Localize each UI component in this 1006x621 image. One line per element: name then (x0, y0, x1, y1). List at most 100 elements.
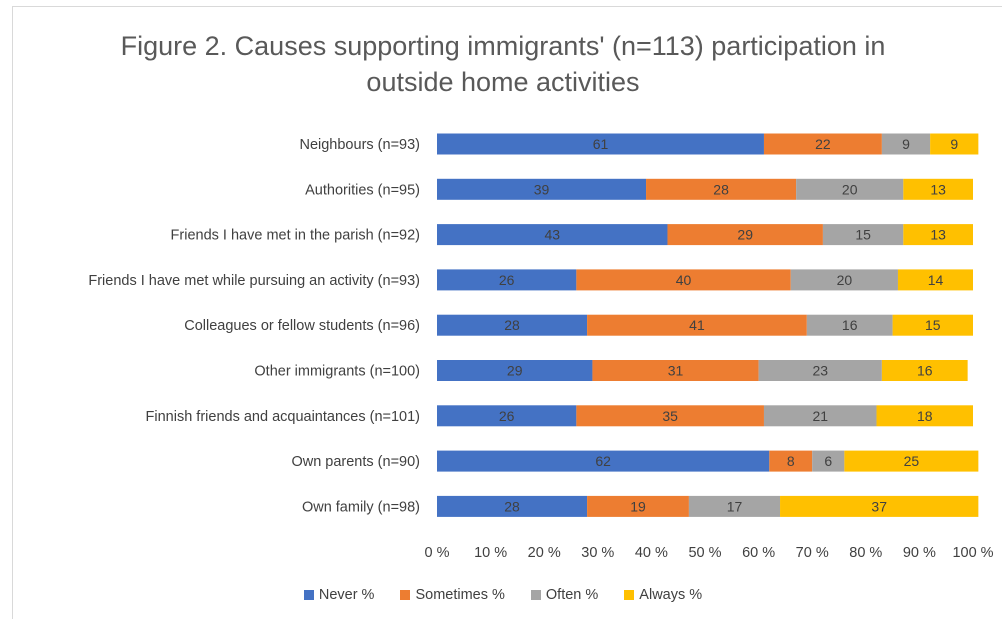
bar-segment (688, 495, 781, 517)
x-tick-label: 80 % (849, 545, 882, 561)
bar-segment (903, 224, 973, 246)
bar-segment (437, 360, 593, 381)
data-label: 13 (930, 227, 946, 243)
data-label: 37 (871, 498, 887, 514)
bar-segment (437, 314, 588, 336)
data-label: 16 (842, 317, 858, 333)
bar-segment (437, 224, 668, 246)
chart-frame (12, 6, 1002, 619)
bar-segment (667, 224, 823, 246)
x-tick-label: 20 % (528, 545, 561, 561)
bar-segment (437, 178, 647, 200)
legend-label: Never % (318, 587, 375, 603)
bar-segment (876, 405, 973, 427)
bar-segment (892, 314, 973, 336)
data-label: 28 (504, 317, 520, 333)
data-label: 26 (499, 272, 515, 288)
category-label: Friends I have met while pursuing an act… (88, 273, 420, 289)
bar-segment (758, 360, 882, 381)
data-label: 16 (917, 363, 933, 379)
data-label: 9 (902, 136, 910, 152)
data-label: 28 (504, 498, 520, 514)
legend-swatch (624, 590, 635, 600)
x-tick-label: 90 % (903, 545, 936, 561)
bar-segment (822, 224, 904, 246)
data-label: 20 (837, 272, 853, 288)
bar-segment (763, 133, 882, 155)
data-label: 26 (499, 408, 515, 424)
data-label: 35 (662, 408, 678, 424)
category-label: Colleagues or fellow students (n=96) (184, 318, 420, 334)
x-tick-label: 60 % (742, 545, 775, 561)
data-label: 20 (842, 181, 858, 197)
x-tick-label: 50 % (688, 545, 721, 561)
bar-segment (592, 360, 759, 381)
category-label: Finnish friends and acquaintances (n=101… (146, 409, 420, 425)
bar-segment (437, 405, 577, 427)
bar-segment (437, 450, 770, 472)
legend-item: Never % (303, 587, 375, 603)
x-tick-label: 40 % (635, 545, 668, 561)
data-label: 18 (917, 408, 933, 424)
data-label: 31 (668, 363, 684, 379)
data-label: 28 (713, 181, 729, 197)
bar-segment (646, 178, 797, 200)
chart-legend: Never % Sometimes % Often % Always % (0, 587, 1006, 603)
x-tick-label: 0 % (425, 545, 450, 561)
data-label: 8 (787, 453, 795, 469)
data-label: 39 (534, 181, 550, 197)
bar-segment (587, 314, 807, 336)
category-label: Authorities (n=95) (305, 182, 420, 198)
bar-segment (881, 360, 968, 381)
data-label: 19 (630, 498, 646, 514)
data-label: 25 (904, 453, 920, 469)
category-label: Neighbours (n=93) (299, 137, 420, 153)
bar-segment (769, 450, 813, 472)
data-label: 14 (928, 272, 944, 288)
bar-segment (587, 495, 689, 517)
data-label: 29 (507, 363, 523, 379)
data-label: 21 (812, 408, 828, 424)
data-label: 15 (855, 227, 871, 243)
legend-item: Sometimes % (400, 587, 505, 603)
legend-swatch (530, 590, 541, 600)
chart-title: Figure 2. Causes supporting immigrants' … (120, 31, 886, 97)
x-tick-label: 10 % (474, 545, 507, 561)
data-label: 61 (593, 136, 609, 152)
bar-segment (790, 269, 898, 291)
category-label: Own family (n=98) (302, 499, 420, 515)
bar-segment (897, 269, 973, 291)
legend-swatch (303, 590, 314, 600)
x-tick-label: 70 % (796, 545, 829, 561)
x-tick-label: 30 % (581, 545, 614, 561)
data-label: 13 (930, 181, 946, 197)
bar-segment (806, 314, 893, 336)
data-label: 23 (812, 363, 828, 379)
data-label: 29 (737, 227, 753, 243)
bar-segment (881, 133, 931, 155)
legend-swatch (400, 590, 411, 600)
category-label: Other immigrants (n=100) (254, 364, 420, 380)
legend-item: Often % (530, 587, 599, 603)
data-label: 41 (689, 317, 705, 333)
legend-item: Always % (624, 587, 702, 603)
category-label: Own parents (n=90) (291, 454, 420, 470)
bar-segment (763, 405, 877, 427)
data-label: 17 (727, 498, 743, 514)
bar-segment (812, 450, 845, 472)
bar-segment (780, 495, 979, 517)
data-label: 22 (815, 136, 831, 152)
data-label: 9 (950, 136, 958, 152)
bar-segment (576, 269, 791, 291)
bar-segment (576, 405, 764, 427)
data-label: 62 (595, 453, 611, 469)
bar-segment (796, 178, 904, 200)
bar-segment (930, 133, 979, 155)
legend-label: Always % (639, 587, 703, 603)
bar-segment (903, 178, 973, 200)
x-tick-label: 100 % (952, 545, 993, 561)
bar-segment (844, 450, 979, 472)
data-label: 15 (925, 317, 941, 333)
legend-label: Often % (545, 587, 599, 603)
